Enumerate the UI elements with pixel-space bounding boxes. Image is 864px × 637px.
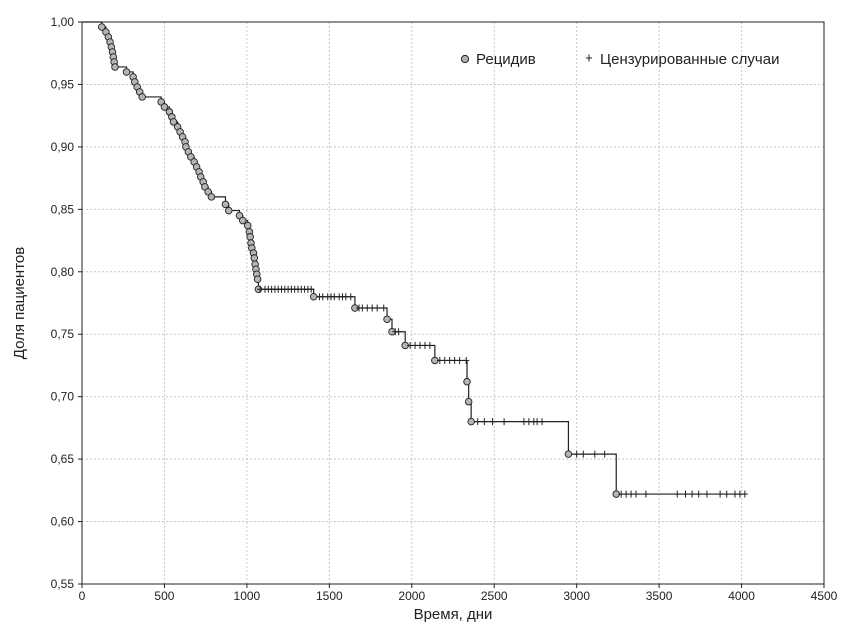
censored-point	[580, 450, 587, 458]
censored-point	[723, 490, 730, 498]
relapse-point	[239, 216, 247, 225]
y-axis-title: Доля пациентов	[11, 247, 28, 359]
censored-point	[642, 490, 649, 498]
y-tick-label: 0,70	[51, 390, 75, 404]
censored-point	[474, 418, 481, 426]
x-tick-label: 3000	[563, 589, 590, 603]
censored-point	[703, 490, 710, 498]
legend-relapse-marker	[460, 54, 470, 64]
relapse-point	[111, 63, 119, 71]
censored-point	[741, 490, 748, 498]
legend-censored-marker	[586, 54, 592, 62]
axis-ticks: 0 500 1000 1500 2000 2500 3000 3500 4000 4500 0,55…	[51, 15, 838, 603]
censored-point	[426, 341, 433, 349]
legend-censored-label: Цензурированные случаи	[600, 51, 779, 68]
censored-point	[695, 490, 702, 498]
y-tick-label: 0,90	[51, 140, 75, 154]
censored-markers	[257, 285, 748, 498]
censored-point	[601, 450, 608, 458]
x-tick-label: 3500	[646, 589, 673, 603]
y-tick-label: 1,00	[51, 15, 75, 29]
censored-point	[674, 490, 681, 498]
censored-point	[717, 490, 724, 498]
relapse-point	[207, 193, 216, 201]
censored-point	[539, 418, 546, 426]
relapse-point	[463, 377, 471, 386]
relapse-point	[169, 118, 178, 126]
relapse-point	[243, 221, 252, 230]
censored-point	[573, 450, 580, 458]
censored-point	[591, 450, 598, 458]
censored-point	[689, 490, 696, 498]
censored-point	[481, 418, 488, 426]
relapse-point	[98, 23, 106, 31]
x-tick-label: 2500	[481, 589, 508, 603]
relapse-point	[160, 103, 169, 111]
y-tick-label: 0,85	[51, 202, 75, 216]
x-tick-label: 2000	[398, 589, 425, 603]
x-axis-title: Время, дни	[414, 606, 493, 623]
relapse-point	[138, 93, 146, 101]
censored-point	[456, 356, 463, 364]
y-tick-label: 0,55	[51, 577, 75, 591]
y-tick-label: 0,65	[51, 452, 75, 466]
censored-point	[633, 490, 640, 498]
legend: Рецидив Цензурированные случаи	[460, 51, 779, 68]
relapse-point	[467, 417, 475, 426]
censored-point	[374, 304, 381, 312]
censored-point	[489, 418, 496, 426]
grid	[82, 22, 824, 584]
relapse-point	[253, 275, 262, 284]
relapse-point	[246, 233, 254, 241]
x-tick-label: 0	[79, 589, 86, 603]
censored-point	[308, 285, 315, 293]
y-tick-label: 0,75	[51, 327, 75, 341]
y-tick-label: 0,80	[51, 265, 75, 279]
relapse-point	[309, 293, 318, 301]
censored-point	[347, 293, 354, 301]
y-tick-label: 0,60	[51, 515, 75, 529]
relapse-point	[221, 200, 230, 209]
censored-point	[682, 490, 689, 498]
relapse-markers	[98, 23, 620, 498]
censored-point	[501, 418, 508, 426]
y-tick-label: 0,95	[51, 77, 75, 91]
relapse-point	[250, 254, 259, 262]
relapse-point	[383, 315, 391, 323]
x-tick-label: 500	[154, 589, 174, 603]
censored-point	[463, 356, 470, 364]
relapse-point	[564, 450, 573, 458]
relapse-point	[122, 68, 131, 76]
legend-relapse-label: Рецидив	[476, 51, 536, 68]
censored-point	[395, 328, 402, 336]
x-tick-label: 4500	[811, 589, 838, 603]
censored-point	[380, 304, 387, 312]
x-tick-label: 1500	[316, 589, 343, 603]
plot-frame	[81, 21, 825, 585]
relapse-point	[225, 206, 233, 215]
relapse-point	[464, 397, 473, 406]
x-tick-label: 4000	[728, 589, 755, 603]
x-tick-label: 1000	[234, 589, 261, 603]
legend-censored-plus	[586, 54, 592, 62]
